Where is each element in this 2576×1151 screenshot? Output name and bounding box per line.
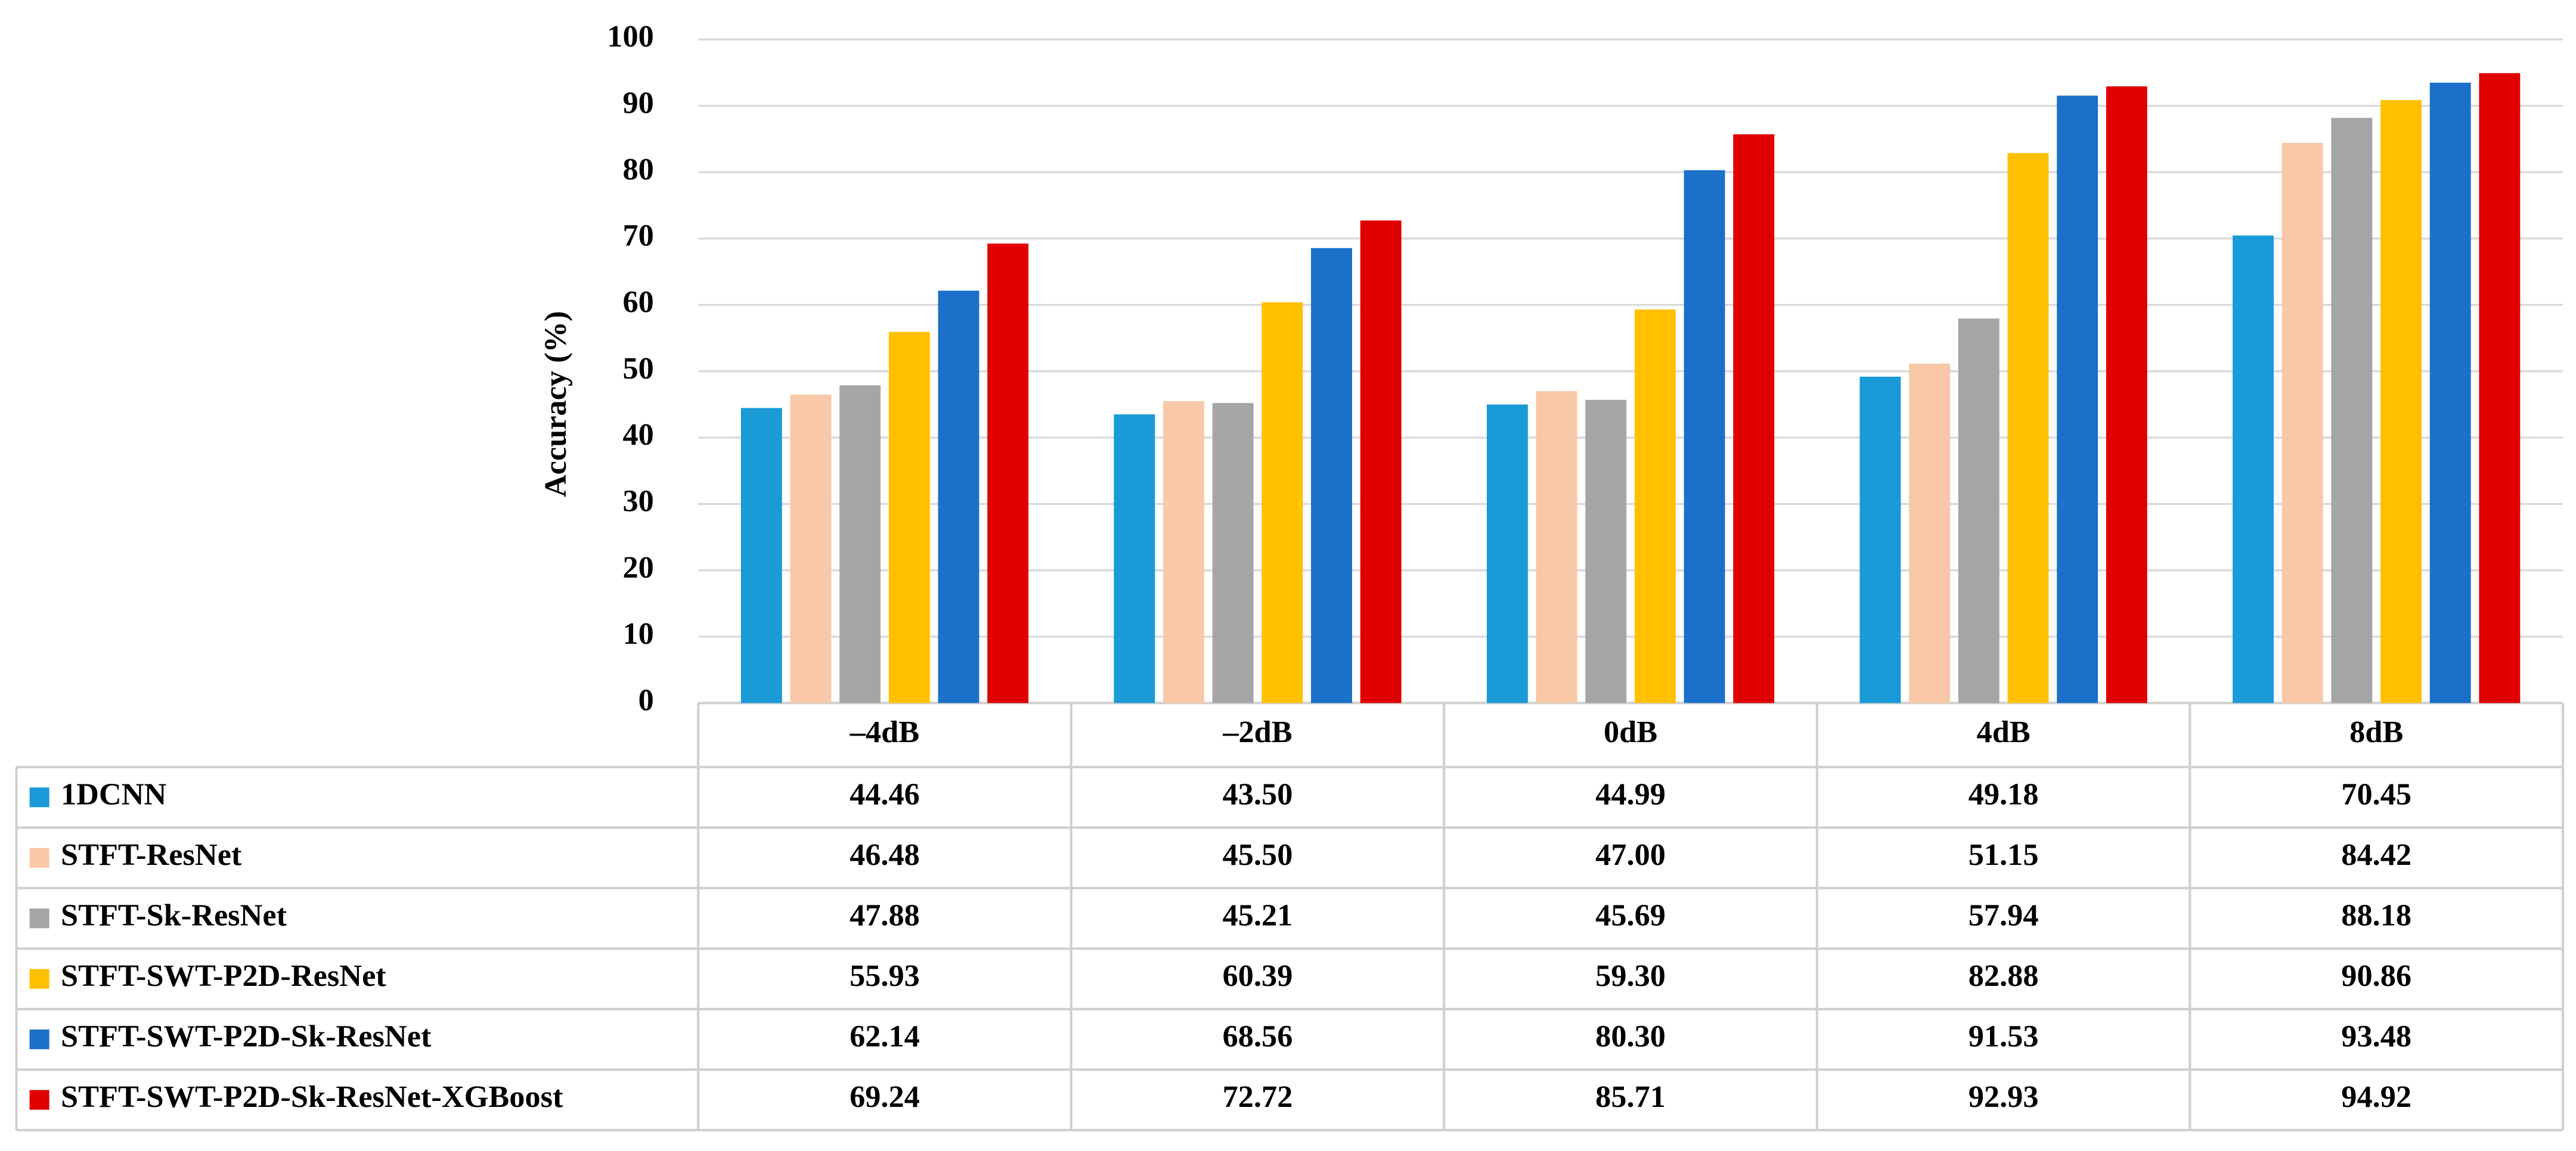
bar (2281, 142, 2323, 703)
bar (790, 395, 832, 703)
bar (2429, 82, 2471, 703)
bar (938, 290, 979, 703)
y-tick-label: 30 (622, 484, 653, 519)
x-tick-label: –4dB (850, 715, 919, 749)
bar (1634, 309, 1676, 703)
data-label: 44.99 (1595, 777, 1666, 812)
legend-swatch (29, 1090, 49, 1110)
bar (839, 385, 881, 703)
data-label: 46.48 (850, 837, 920, 872)
data-label: 44.46 (850, 777, 920, 812)
data-label: 82.88 (1969, 958, 2039, 993)
y-tick-label: 20 (622, 550, 653, 585)
x-tick-label: 4dB (1977, 715, 2031, 749)
data-label: 62.14 (850, 1019, 920, 1054)
data-label: 60.39 (1223, 958, 1293, 993)
data-label: 88.18 (2341, 898, 2411, 933)
data-label: 45.21 (1223, 898, 1293, 933)
y-tick-label: 100 (607, 19, 654, 54)
legend-label: STFT-SWT-P2D-ResNet (61, 958, 386, 993)
data-label: 43.50 (1223, 777, 1293, 812)
y-axis-label: Accuracy (%) (538, 311, 573, 497)
y-tick-label: 80 (622, 152, 653, 187)
x-tick-label: 0dB (1604, 715, 1657, 749)
y-tick-label: 60 (622, 285, 653, 319)
bar (1859, 376, 1901, 703)
bar (1163, 401, 1204, 703)
legend-swatch (29, 848, 49, 868)
bar (2007, 153, 2049, 703)
bar (2057, 95, 2098, 703)
bar (1360, 220, 1402, 703)
data-label: 45.69 (1595, 898, 1666, 933)
bar (2233, 235, 2274, 703)
data-label: 72.72 (1223, 1079, 1293, 1114)
data-label: 47.00 (1595, 837, 1666, 872)
data-label: 92.93 (1969, 1079, 2039, 1114)
legend-label: 1DCNN (61, 777, 167, 812)
bar (2479, 73, 2521, 703)
y-tick-label: 70 (622, 218, 653, 253)
bar (1958, 318, 2000, 703)
data-label: 45.50 (1223, 837, 1293, 872)
legend-label: STFT-SWT-P2D-Sk-ResNet-XGBoost (61, 1079, 563, 1114)
y-tick-label: 10 (622, 616, 653, 651)
bar (888, 331, 930, 703)
data-label: 80.30 (1595, 1019, 1666, 1054)
legend-swatch (29, 787, 49, 808)
y-tick-label: 40 (622, 417, 653, 452)
data-label: 49.18 (1969, 777, 2039, 812)
x-tick-label: 8dB (2349, 715, 2403, 749)
legend-label: STFT-ResNet (61, 837, 242, 872)
legend-label: STFT-SWT-P2D-Sk-ResNet (61, 1019, 432, 1054)
bar (740, 408, 782, 703)
data-label: 90.86 (2341, 958, 2411, 993)
bar (1486, 404, 1528, 703)
bar (1585, 399, 1627, 703)
bar (1909, 364, 1951, 703)
data-label: 47.88 (850, 898, 920, 933)
bar (2106, 86, 2147, 703)
bar (2380, 100, 2422, 703)
data-label: 51.15 (1969, 837, 2039, 872)
y-tick-label: 50 (622, 351, 653, 386)
legend-swatch (29, 908, 49, 929)
data-label: 70.45 (2341, 777, 2411, 812)
legend-label: STFT-Sk-ResNet (61, 898, 287, 933)
data-label: 59.30 (1595, 958, 1666, 993)
bar (1684, 170, 1725, 703)
bar (1536, 391, 1577, 703)
bar (987, 243, 1029, 703)
data-label: 85.71 (1595, 1079, 1666, 1114)
data-label: 68.56 (1223, 1019, 1293, 1054)
bar (1311, 248, 1352, 703)
data-label: 84.42 (2341, 837, 2411, 872)
bar (1733, 134, 1775, 703)
y-tick-label: 90 (622, 86, 653, 120)
bar (1114, 414, 1155, 703)
legend-swatch (29, 969, 49, 989)
data-label: 91.53 (1969, 1019, 2039, 1054)
bar (2331, 117, 2373, 703)
bar (1261, 302, 1303, 703)
legend-swatch (29, 1029, 49, 1050)
data-label: 94.92 (2341, 1079, 2411, 1114)
bar (1212, 403, 1254, 703)
data-label: 93.48 (2341, 1019, 2411, 1054)
data-label: 57.94 (1969, 898, 2039, 933)
x-tick-label: –2dB (1222, 715, 1292, 749)
y-tick-label: 0 (638, 682, 654, 717)
data-label: 55.93 (850, 958, 920, 993)
data-label: 69.24 (850, 1079, 920, 1114)
